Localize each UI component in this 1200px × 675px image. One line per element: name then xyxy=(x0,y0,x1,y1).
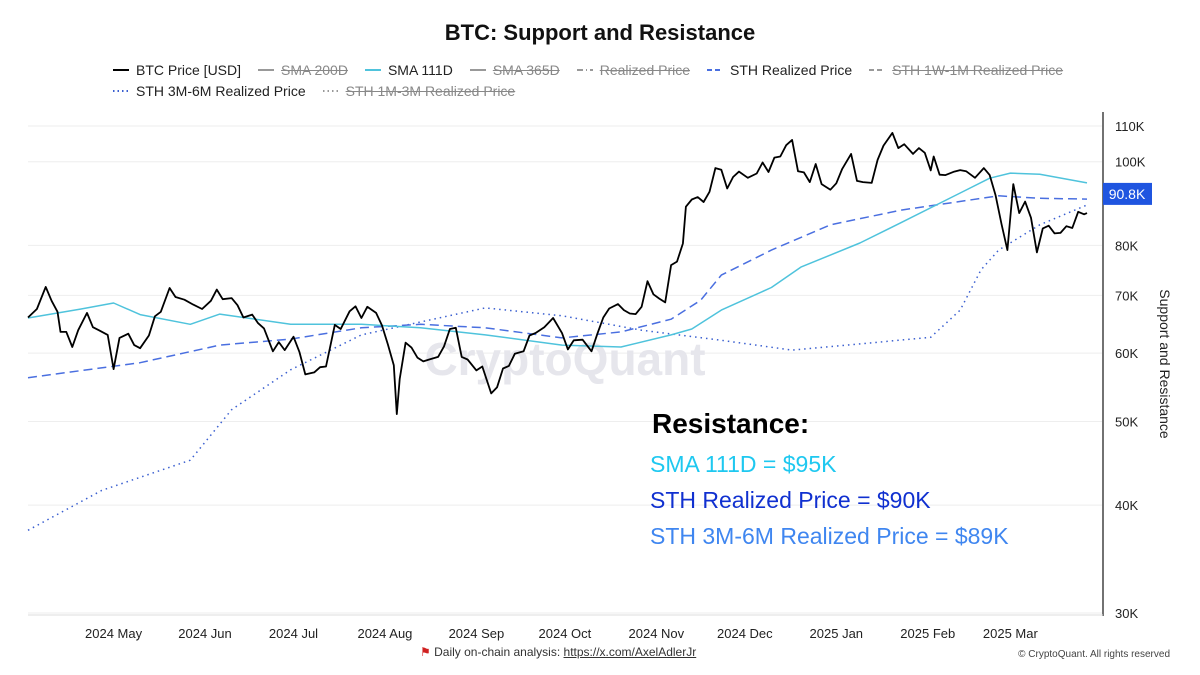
legend-label: SMA 365D xyxy=(492,62,560,78)
y-tick-label: 40K xyxy=(1115,498,1138,513)
legend-item[interactable]: SMA 365D xyxy=(469,60,560,80)
x-tick-label: 2024 Aug xyxy=(357,626,412,641)
analysis-label: Daily on-chain analysis: xyxy=(434,645,561,659)
legend-item[interactable]: STH 3M-6M Realized Price xyxy=(112,81,306,101)
legend-swatch-icon xyxy=(869,69,886,71)
series-line-sma-111d xyxy=(27,172,1088,348)
legend-item[interactable]: STH 1W-1M Realized Price xyxy=(868,60,1063,80)
x-tick-label: 2024 Jun xyxy=(178,626,232,641)
x-tick-label: 2025 Feb xyxy=(900,626,955,641)
copyright: © CryptoQuant. All rights reserved xyxy=(1018,649,1170,660)
analysis-link[interactable]: https://x.com/AxelAdlerJr xyxy=(563,645,697,659)
y-tick-label: 100K xyxy=(1115,155,1146,170)
annotation-heading: Resistance: xyxy=(652,408,809,439)
legend-item[interactable]: SMA 200D xyxy=(257,60,348,80)
x-tick-label: 2024 Oct xyxy=(539,626,592,641)
x-tick-label: 2024 Jul xyxy=(269,626,318,641)
legend-item[interactable]: STH 1M-3M Realized Price xyxy=(322,81,516,101)
legend-label: STH Realized Price xyxy=(730,62,853,78)
legend-label: BTC Price [USD] xyxy=(136,62,242,78)
legend-item[interactable]: STH Realized Price xyxy=(706,60,852,80)
legend-swatch-icon xyxy=(576,69,593,71)
flag-icon: ⚑ xyxy=(420,645,431,659)
legend-label: SMA 200D xyxy=(281,62,348,78)
legend-swatch-icon xyxy=(113,90,129,92)
legend-label: STH 3M-6M Realized Price xyxy=(136,83,306,99)
legend-swatch-icon xyxy=(364,69,381,71)
series-line-btc-price-usd- xyxy=(27,132,1088,415)
legend-label: STH 1W-1M Realized Price xyxy=(892,62,1064,78)
current-value-badge xyxy=(1103,182,1152,205)
x-tick-label: 2024 Nov xyxy=(629,626,685,641)
y-axis-title: Support and Resistance xyxy=(1157,289,1173,439)
y-tick-label: 50K xyxy=(1115,415,1138,430)
legend-label: Realized Price xyxy=(599,62,691,78)
legend-label: STH 1M-3M Realized Price xyxy=(345,83,516,99)
x-tick-label: 2025 Mar xyxy=(983,626,1039,641)
legend-item[interactable]: SMA 111D xyxy=(364,60,453,80)
y-tick-label: 60K xyxy=(1115,346,1138,361)
legend-swatch-icon xyxy=(707,69,724,71)
annotation-line: SMA 111D = $95K xyxy=(650,451,837,477)
y-tick-label: 80K xyxy=(1115,238,1138,253)
legend-swatch-icon xyxy=(258,69,275,71)
legend-swatch-icon xyxy=(469,69,486,71)
series-line-sth-realized-price xyxy=(27,195,1088,379)
legend-label: SMA 111D xyxy=(387,62,453,78)
x-tick-label: 2024 Sep xyxy=(449,626,505,641)
series-line-sth-3m-6m-realized-price xyxy=(27,204,1088,531)
y-tick-label: 110K xyxy=(1115,119,1145,134)
y-tick-label: 70K xyxy=(1115,288,1138,303)
footer-analysis: ⚑ Daily on-chain analysis: https://x.com… xyxy=(420,645,696,659)
legend-item[interactable]: BTC Price [USD] xyxy=(112,60,241,80)
y-tick-label: 30K xyxy=(1115,606,1138,621)
x-tick-label: 2024 Dec xyxy=(717,626,773,641)
x-tick-label: 2024 May xyxy=(85,626,143,641)
legend-swatch-icon xyxy=(113,69,129,71)
chart-title: BTC: Support and Resistance xyxy=(444,20,756,45)
current-value-label: 90.8K xyxy=(1109,186,1146,202)
legend: BTC Price [USD] SMA 200D SMA 111D SMA 365D R… xyxy=(112,59,1112,101)
annotation-line: STH 3M-6M Realized Price = $89K xyxy=(650,523,1009,549)
legend-swatch-icon xyxy=(322,90,339,92)
legend-item[interactable]: Realized Price xyxy=(576,60,690,80)
annotation-line: STH Realized Price = $90K xyxy=(650,487,931,513)
x-tick-label: 2025 Jan xyxy=(810,626,864,641)
